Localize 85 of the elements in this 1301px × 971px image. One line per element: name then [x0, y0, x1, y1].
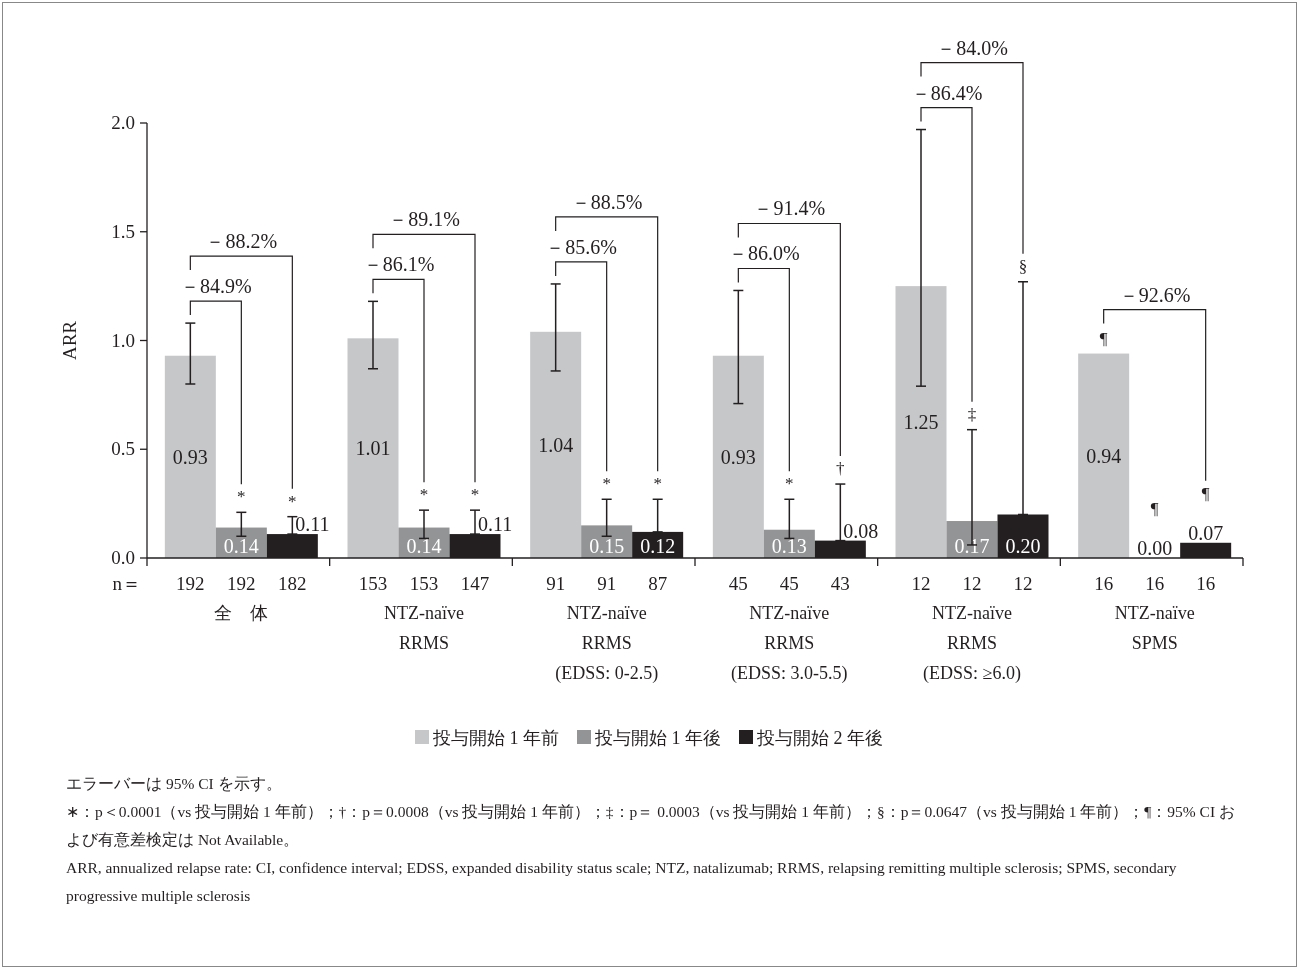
text: n＝: [112, 573, 141, 594]
data-label: 0.11: [478, 513, 513, 536]
annotation: －92.6%: [1118, 283, 1191, 306]
annotation: －88.5%: [570, 190, 643, 213]
bar: [712, 355, 764, 558]
y-axis-title: ARR: [59, 320, 80, 361]
text: ARR, annualized relapse rate: CI, confidence interval; EDSS, expanded disability status scale; NTZ, natalizumab; RRMS, relapsing remitting multiple sclerosis; SPMS, secondary progressive multiple sclerosis: [66, 858, 1178, 906]
text: 182: [278, 573, 307, 594]
data-label: 0.08: [843, 519, 879, 542]
bar: [895, 286, 947, 558]
y-tick-label: 0.5: [111, 438, 135, 460]
text: 12: [962, 573, 982, 594]
y-tick-label: 1.0: [111, 329, 135, 351]
data-label: 0.07: [1188, 521, 1224, 544]
data-label: 0.94: [1086, 444, 1122, 467]
annotation: *: [419, 485, 429, 505]
bar: [347, 338, 399, 558]
annotation: ¶: [1099, 328, 1108, 348]
annotation: *: [785, 474, 794, 494]
bar: [1078, 353, 1130, 558]
x-tick-label: NTZ-naïve SPMS: [1114, 603, 1195, 653]
data-label: 0.11: [295, 513, 330, 536]
x-tick-label: NTZ-naïve RRMS (EDSS: 0-2.5): [555, 603, 659, 684]
data-label: 0.12: [640, 535, 676, 557]
y-tick-label: 0.0: [111, 547, 135, 568]
data-label: 0.17: [954, 535, 990, 557]
annotation: *: [602, 474, 611, 494]
annotation: －86.1%: [362, 253, 435, 276]
y-tick-label: 2.0: [111, 112, 135, 133]
annotation: ¶: [1150, 499, 1159, 518]
annotation: －86.0%: [728, 242, 800, 265]
annotation: ‡: [967, 404, 977, 424]
data-label: 0.93: [720, 445, 756, 468]
bar: [164, 355, 216, 558]
text: 43: [830, 573, 850, 594]
data-label: 0.14: [223, 535, 259, 557]
text: 153: [409, 573, 439, 594]
data-label: 0.20: [1005, 535, 1041, 557]
annotation: †: [836, 459, 845, 479]
x-tick-label: NTZ-naïve RRMS (EDSS: 3.0-5.5): [731, 603, 848, 684]
text: 16: [1094, 573, 1114, 594]
text: 153: [358, 573, 388, 594]
legend-label: 投与開始 2 年後: [756, 728, 883, 748]
text: 192: [176, 573, 205, 594]
annotation: *: [653, 474, 662, 494]
data-label: 0.00: [1137, 537, 1173, 559]
text: 45: [728, 573, 748, 594]
text: －84.0%: [936, 36, 1008, 59]
text: 192: [227, 573, 256, 594]
text: 45: [779, 573, 799, 594]
text: －86.4%: [910, 81, 983, 104]
data-label: 1.04: [538, 433, 574, 456]
text: 91: [597, 573, 617, 594]
data-label: 0.15: [589, 535, 625, 557]
data-label: 1.25: [903, 411, 939, 434]
annotation: －89.1%: [388, 208, 460, 231]
text: 16: [1196, 573, 1216, 594]
annotation: ¶: [1201, 483, 1210, 503]
data-label: 0.93: [172, 445, 208, 468]
annotation: －85.6%: [545, 235, 617, 258]
x-tick-label: 全 体: [214, 603, 269, 623]
x-tick-label: NTZ-naïve RRMS: [384, 603, 464, 653]
annotation: －88.2%: [205, 230, 278, 253]
data-label: 0.14: [406, 535, 442, 557]
data-label: 1.01: [355, 437, 391, 460]
bar: [530, 331, 582, 558]
text: 87: [648, 573, 668, 594]
annotation: *: [237, 487, 246, 507]
x-tick-label: NTZ-naïve RRMS (EDSS: ≥6.0): [923, 603, 1021, 684]
legend-label: 投与開始 1 年後: [594, 728, 721, 748]
text: 147: [460, 573, 490, 594]
text: 16: [1145, 573, 1165, 594]
text: エラーバーは 95% CI を示す。: [66, 774, 283, 794]
annotation: §: [1018, 256, 1028, 276]
text: 12: [1013, 573, 1033, 594]
y-tick-label: 1.5: [111, 220, 135, 242]
annotation: *: [470, 485, 480, 505]
data-label: 0.13: [771, 535, 807, 557]
legend-label: 投与開始 1 年前: [432, 728, 559, 748]
text: 91: [546, 573, 566, 594]
annotation: *: [288, 491, 297, 511]
text: ∗：p＜0.0001（vs 投与開始 1 年前）；†：p＝0.0008（vs 投与開始 1 年前）；‡：p＝ 0.0003（vs 投与開始 1 年前）；§：p＝0.0647（vs 投与開始 1 年前）；¶：95% CI および有意差検定は Not Available。: [66, 802, 1236, 850]
annotation: －84.9%: [180, 275, 252, 298]
annotation: －91.4%: [753, 197, 826, 220]
text: 12: [911, 573, 931, 594]
